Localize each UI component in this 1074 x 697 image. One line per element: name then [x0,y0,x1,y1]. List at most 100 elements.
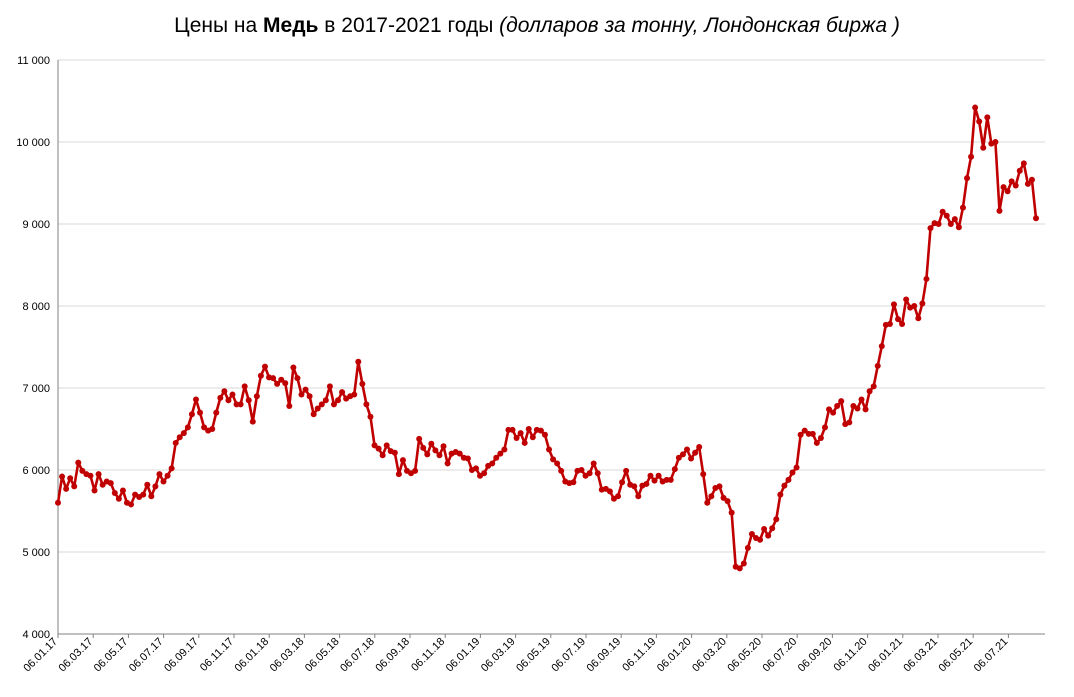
data-point [67,475,74,482]
x-tick-label: 06.09.20 [796,636,835,675]
data-point [225,397,232,404]
data-point [440,443,447,450]
data-point [525,426,532,432]
data-point [1016,167,1023,174]
data-point [765,532,772,539]
x-tick-label: 06.01.19 [444,636,483,675]
data-point [128,501,135,508]
data-point [757,536,764,543]
data-point [546,446,553,453]
data-point [704,499,711,506]
x-tick-label: 06.01.20 [655,636,694,675]
data-point [359,380,366,387]
data-point [156,471,163,478]
data-point [270,375,277,382]
data-point [862,406,869,413]
data-point [964,175,971,182]
data-point [785,476,792,483]
data-point [286,403,293,410]
data-point [314,405,321,412]
data-point [736,565,743,572]
data-point [651,477,658,484]
data-point [655,472,662,479]
data-point [537,427,544,434]
data-point [878,343,885,350]
data-point [919,300,926,307]
data-point [911,303,918,309]
data-point [854,405,861,412]
data-point [895,316,902,323]
data-point [1020,160,1027,167]
data-point [586,470,593,477]
x-tick-labels: 06.01.1706.03.1706.05.1706.07.1706.09.17… [21,636,1010,675]
data-point [696,444,703,451]
x-tick-label: 06.03.19 [479,636,518,675]
data-point [481,470,488,477]
data-point [728,509,735,516]
data-point [915,315,922,322]
x-tick-label: 06.05.19 [514,636,553,675]
data-point [874,362,881,369]
data-point [71,483,78,490]
data-point [590,460,597,467]
data-point [428,440,435,447]
series-line [56,106,1038,570]
x-tick-label: 06.03.17 [57,636,96,675]
data-point [87,472,94,479]
data-point [826,406,833,413]
data-point [858,396,865,403]
x-tick-label: 06.11.20 [832,636,870,674]
data-point [298,391,305,398]
data-point [221,388,228,395]
data-point [578,467,585,473]
y-tick-label: 9 000 [22,219,50,231]
data-point [274,380,281,387]
series-copper-price [55,104,1039,572]
data-point [192,396,199,403]
x-tick-label: 06.11.18 [409,636,447,674]
data-point [809,430,816,437]
data-point [692,449,699,456]
data-point [213,409,220,416]
data-point [209,426,216,432]
data-point [923,275,930,282]
y-tick-label: 4 000 [22,629,50,641]
data-point [671,466,678,473]
data-point [436,452,443,459]
x-tick-label: 06.11.17 [198,636,236,674]
data-point [769,525,776,532]
data-point [606,488,613,495]
data-point [241,383,248,390]
data-point [160,478,167,485]
data-point [558,467,565,474]
data-point [456,450,463,457]
data-point [164,472,171,479]
data-point [716,483,723,490]
data-point [554,460,561,467]
data-point [870,383,877,390]
data-point [472,465,479,472]
data-point [278,376,285,383]
data-point [79,467,86,474]
x-tick-label: 06.05.18 [303,636,342,675]
data-point [972,104,979,111]
data-point [541,431,548,438]
data-point [383,442,390,449]
data-point [111,489,118,496]
data-point [326,383,333,390]
data-point [976,118,983,125]
x-tick-label: 06.07.20 [761,636,800,675]
x-tick-label: 06.05.21 [937,636,976,675]
x-tick-label: 06.05.17 [92,636,131,675]
x-tick-label: 06.01.17 [21,636,60,675]
data-point [793,464,800,471]
data-point [886,321,893,328]
data-point [310,411,317,418]
data-point [684,446,690,453]
data-point [720,494,727,501]
title-bold: Медь [263,14,319,37]
data-point [509,426,516,433]
data-point [197,409,204,416]
data-point [257,372,264,379]
